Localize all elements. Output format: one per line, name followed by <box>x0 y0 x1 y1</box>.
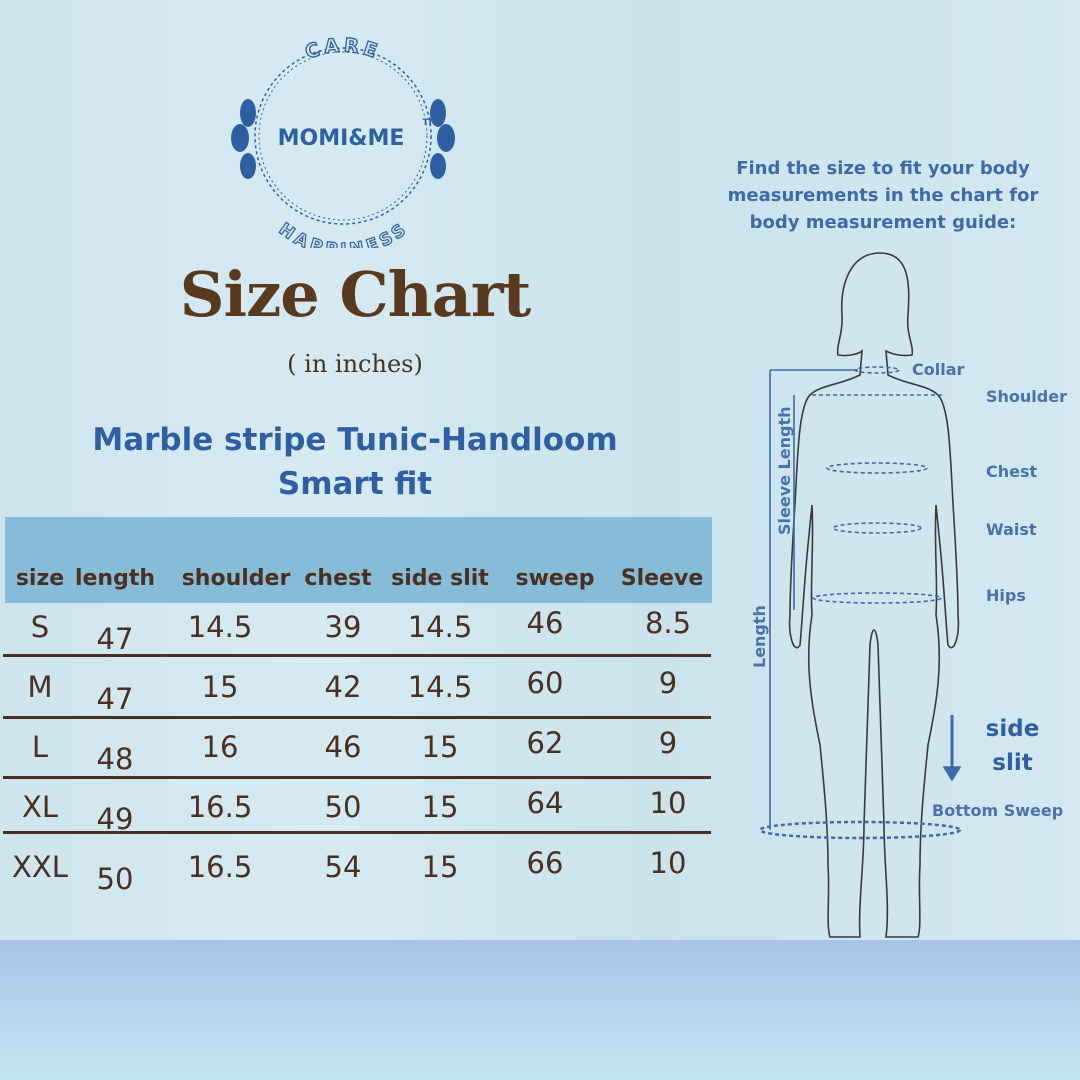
label-shoulder: Shoulder <box>986 387 1067 406</box>
cell-side-slit: 15 <box>421 730 459 764</box>
label-hips: Hips <box>986 586 1026 605</box>
cell-length: 50 <box>96 862 134 896</box>
cell-sleeve: 10 <box>649 786 687 820</box>
cell-side-slit: 15 <box>421 850 459 884</box>
cell-sleeve: 9 <box>658 666 678 700</box>
cell-sweep: 62 <box>526 726 564 760</box>
cell-sweep: 60 <box>526 666 564 700</box>
column-header-size: size <box>15 566 65 591</box>
cell-shoulder: 16.5 <box>187 790 253 824</box>
side-slit-line1: side <box>985 716 1040 742</box>
column-header-chest: chest <box>304 566 372 591</box>
column-header-sweep: sweep <box>515 566 595 591</box>
cell-sweep: 46 <box>526 606 564 640</box>
cell-chest: 54 <box>324 850 362 884</box>
row-divider <box>3 831 711 834</box>
cell-length: 47 <box>96 682 134 716</box>
cell-sweep: 66 <box>526 846 564 880</box>
column-header-sleeve: Sleeve <box>620 566 704 591</box>
cell-size: XXL <box>12 850 68 884</box>
svg-text:TM: TM <box>422 118 437 128</box>
cell-length: 49 <box>96 802 134 836</box>
cell-chest: 50 <box>324 790 362 824</box>
cell-shoulder: 15 <box>201 670 239 704</box>
cell-sleeve: 8.5 <box>644 606 692 640</box>
row-divider <box>3 654 711 657</box>
svg-text:CARE: CARE <box>302 34 383 63</box>
cell-length: 48 <box>96 742 134 776</box>
label-chest: Chest <box>986 462 1038 481</box>
label-side-slit: side slit <box>975 712 1050 780</box>
cell-size: M <box>27 670 53 704</box>
cell-size: XL <box>21 790 59 824</box>
cell-sleeve: 10 <box>649 846 687 880</box>
body-figure-icon <box>758 252 962 938</box>
cell-sweep: 64 <box>526 786 564 820</box>
svg-text:HAPPINESS: HAPPINESS <box>275 219 411 248</box>
cell-size: L <box>31 730 49 764</box>
cell-shoulder: 14.5 <box>187 610 253 644</box>
cell-shoulder: 16 <box>201 730 239 764</box>
label-sleeve-length: Sleeve Length <box>775 406 794 536</box>
cell-side-slit: 15 <box>421 790 459 824</box>
cell-chest: 42 <box>324 670 362 704</box>
unit-subtitle: ( in inches) <box>287 350 423 378</box>
brand-logo: CARE HAPPINESS MOMI&ME TM <box>218 28 468 261</box>
cell-chest: 39 <box>324 610 362 644</box>
column-header-shoulder: shoulder <box>181 566 291 591</box>
cell-side-slit: 14.5 <box>407 670 473 704</box>
cell-side-slit: 14.5 <box>407 610 473 644</box>
label-bottom-sweep: Bottom Sweep <box>932 801 1064 820</box>
product-name-line1: Marble stripe Tunic-Handloom <box>92 422 618 458</box>
product-name: Marble stripe Tunic-Handloom Smart fit <box>20 418 690 506</box>
product-fit: Smart fit <box>277 466 433 502</box>
row-divider <box>3 716 711 719</box>
cell-chest: 46 <box>324 730 362 764</box>
column-header-length: length <box>74 566 156 591</box>
guide-text: Find the size to fit your body measureme… <box>727 158 1039 233</box>
bottom-band <box>0 940 1080 1080</box>
cell-size: S <box>30 610 50 644</box>
label-length: Length <box>750 605 769 668</box>
label-waist: Waist <box>986 520 1037 539</box>
cell-sleeve: 9 <box>658 726 678 760</box>
page-title: Size Chart <box>179 258 531 331</box>
svg-text:MOMI&ME: MOMI&ME <box>278 126 405 151</box>
cell-length: 47 <box>96 622 134 656</box>
side-slit-line2: slit <box>992 750 1033 776</box>
cell-shoulder: 16.5 <box>187 850 253 884</box>
logo-wreath-icon: CARE HAPPINESS MOMI&ME TM <box>231 34 455 261</box>
column-header-side-slit: side slit <box>391 566 489 591</box>
table-header <box>5 517 712 603</box>
label-collar: Collar <box>912 360 965 379</box>
row-divider <box>3 776 711 779</box>
